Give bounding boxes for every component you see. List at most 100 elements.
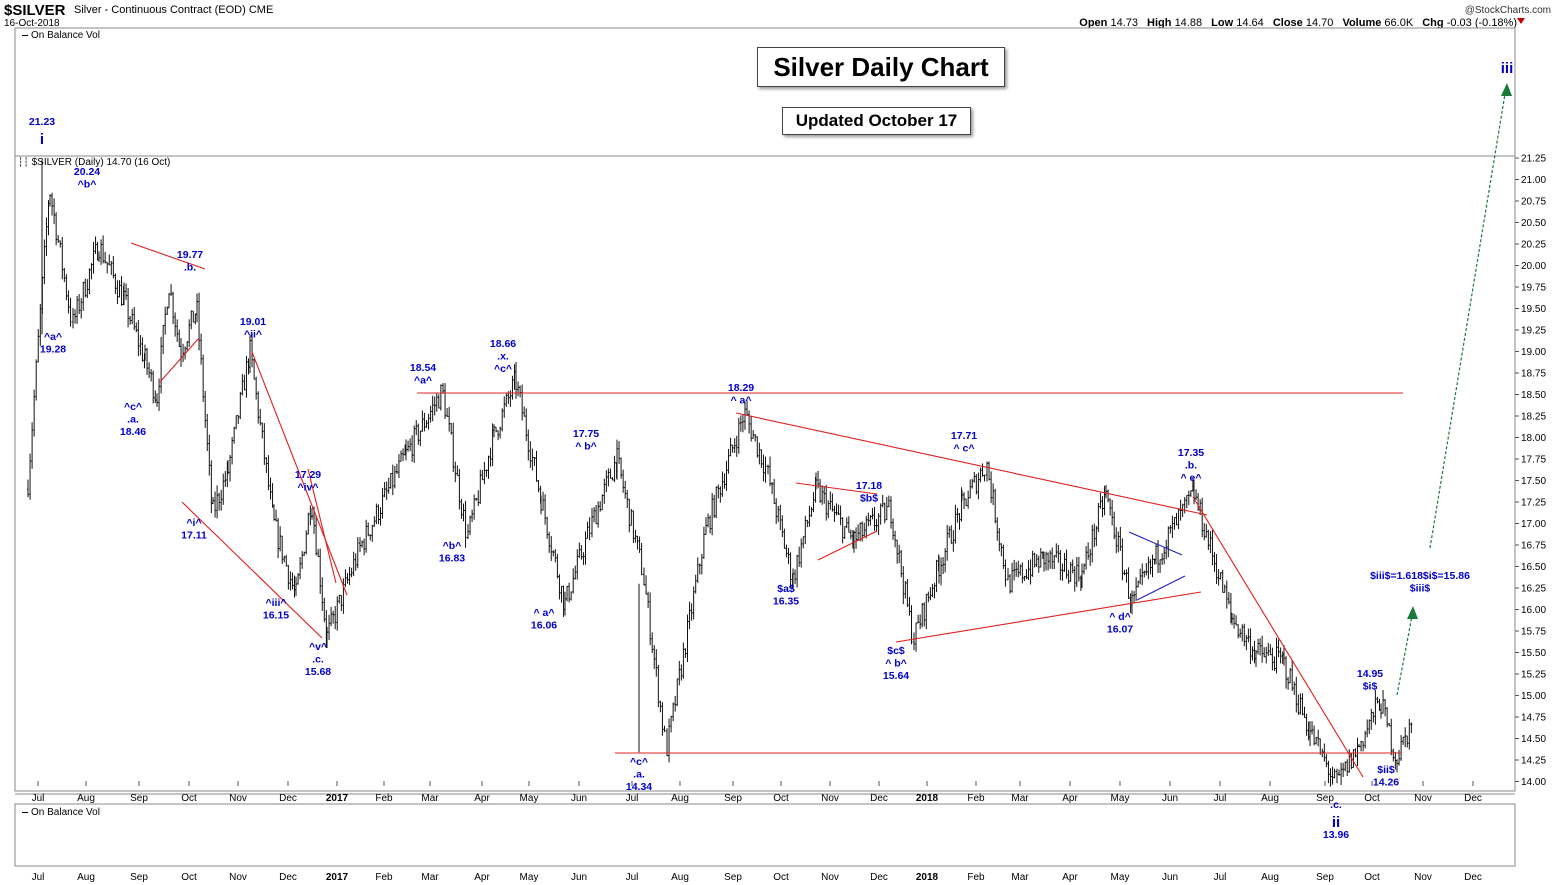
trend-line [130, 242, 206, 270]
x-tick-label: Jul [1214, 793, 1227, 804]
wave-label: ^ a^ [533, 607, 554, 619]
y-tick-label: 16.25 [1521, 584, 1546, 595]
y-tick-label: 17.50 [1521, 476, 1546, 487]
trend-line [735, 412, 1208, 516]
close-label: Close [1272, 17, 1303, 29]
wave-label: .a. [633, 769, 645, 781]
triangle-line [1136, 575, 1186, 601]
y-tick-label: 19.25 [1521, 326, 1546, 337]
y-tick-label: 17.75 [1521, 455, 1546, 466]
wave-label: .c. [312, 654, 324, 666]
x-tick-label: Dec [1464, 793, 1482, 804]
x-tick-label: Oct [1364, 793, 1380, 804]
x-tick-label: Mar [1011, 793, 1029, 804]
wave-label: .b. [184, 262, 196, 274]
x-tick-label-bottom: Dec [870, 872, 888, 883]
wave-label: 16.83 [439, 553, 465, 565]
legend-swatch [22, 34, 28, 36]
y-tick-label: 14.50 [1521, 734, 1546, 745]
x-tick-label: Jul [626, 793, 639, 804]
y-tick-label: 19.00 [1521, 347, 1546, 358]
y-tick-label: 21.00 [1521, 175, 1546, 186]
trend-line [181, 501, 323, 639]
x-tick-label-bottom: Nov [229, 872, 247, 883]
x-tick-label: Aug [77, 793, 95, 804]
wave-label: ii [1332, 814, 1340, 831]
wave-label: 17.35 [1178, 447, 1204, 459]
x-tick-label: Oct [181, 793, 197, 804]
down-arrow-icon [1517, 18, 1525, 24]
x-tick-label-bottom: Apr [474, 872, 490, 883]
wave-label: ^ b^ [885, 658, 907, 670]
bottom-indicator-label: On Balance Vol [31, 807, 100, 818]
y-tick-label: 20.75 [1521, 197, 1546, 208]
y-tick-label: 18.00 [1521, 433, 1546, 444]
brand-link[interactable]: @StockCharts.com [1464, 5, 1551, 16]
open-label: Open [1079, 17, 1108, 29]
x-tick-label-bottom: Oct [181, 872, 197, 883]
x-tick-label: Sep [724, 793, 742, 804]
y-tick-label: 15.25 [1521, 670, 1546, 681]
wave-label: ^a^ [44, 331, 62, 343]
bottom-indicator-legend: On Balance Vol [22, 807, 100, 818]
trend-line [307, 468, 337, 584]
x-tick-label-bottom: Feb [967, 872, 985, 883]
x-tick-label-bottom: Jul [1214, 872, 1227, 883]
wave-label: ^b^ [78, 179, 97, 191]
price-legend: ┆┆ $SILVER (Daily) 14.70 (16 Oct) [18, 157, 170, 168]
projection-arrows [1396, 83, 1512, 696]
y-tick-label: 21.25 [1521, 154, 1546, 165]
wave-label: $a$ [777, 583, 795, 595]
wave-label: 19.28 [40, 344, 66, 356]
x-tick-label: Jun [1162, 793, 1178, 804]
wave-label: ^ e^ [1180, 472, 1201, 484]
x-tick-label-bottom: Jun [1162, 872, 1178, 883]
projection-arrowhead-long [1501, 83, 1512, 96]
x-tick-label-bottom: Sep [724, 872, 742, 883]
ohlc-readout: Open 14.73 High 14.88 Low 14.64 Close 14… [1073, 17, 1517, 29]
close-value: 14.70 [1305, 17, 1334, 29]
low-value: 14.64 [1236, 17, 1264, 29]
wave-label: $iii$=1.618$i$=15.86 [1370, 570, 1470, 582]
wave-label: 15.68 [305, 666, 331, 678]
y-tick-label: 19.50 [1521, 304, 1546, 315]
volume-label: Volume [1342, 17, 1382, 29]
wave-label: ^c^ [124, 401, 142, 413]
trend-line [895, 591, 1202, 643]
wave-label: ^b^ [443, 540, 462, 552]
wave-label: $c$ [887, 645, 905, 657]
wave-label: 17.29 [295, 469, 321, 481]
wave-label: ^ d^ [1109, 611, 1131, 623]
x-tick-label: Jul [32, 793, 45, 804]
x-tick-label-bottom: Mar [1011, 872, 1029, 883]
wave-label: $i$ [1363, 681, 1378, 693]
wave-label: 17.75 [573, 428, 599, 440]
trend-lines [130, 242, 1403, 778]
price-panel [14, 155, 1516, 792]
triangle-line [1128, 531, 1183, 556]
chart-date: 16-Oct-2018 [4, 18, 60, 29]
y-tick-label: 19.75 [1521, 283, 1546, 294]
x-tick-label-bottom: Nov [1414, 872, 1432, 883]
wave-label: $iii$ [1410, 583, 1431, 595]
price-legend-label: $SILVER (Daily) 14.70 (16 Oct) [31, 157, 171, 168]
wave-labels: 21.23i20.24^b^^a^19.2819.77.b.^c^.a.18.4… [29, 60, 1513, 841]
projection-line-long [1429, 93, 1506, 549]
x-tick-label-bottom: 2018 [916, 872, 939, 883]
wave-label: 16.07 [1107, 624, 1133, 636]
y-tick-label: 18.25 [1521, 412, 1546, 423]
wave-label: ^ b^ [575, 441, 597, 453]
trend-line [159, 337, 200, 383]
x-tick-label-bottom: Jul [32, 872, 45, 883]
wave-label: 17.11 [181, 530, 207, 542]
x-tick-label-bottom: Sep [130, 872, 148, 883]
legend-swatch [22, 811, 28, 813]
wave-label: ^ii^ [244, 329, 262, 341]
x-tick-label: Mar [421, 793, 439, 804]
x-tick-label: Dec [870, 793, 888, 804]
x-tick-label: Feb [967, 793, 985, 804]
x-tick-label: Oct [773, 793, 789, 804]
x-tick-label-bottom: Aug [671, 872, 689, 883]
x-axis-top: Jul Aug Sep Oct Nov Dec 2017 Feb Mar Apr May Jun Jul… [32, 781, 1482, 804]
trend-line [1192, 496, 1364, 778]
